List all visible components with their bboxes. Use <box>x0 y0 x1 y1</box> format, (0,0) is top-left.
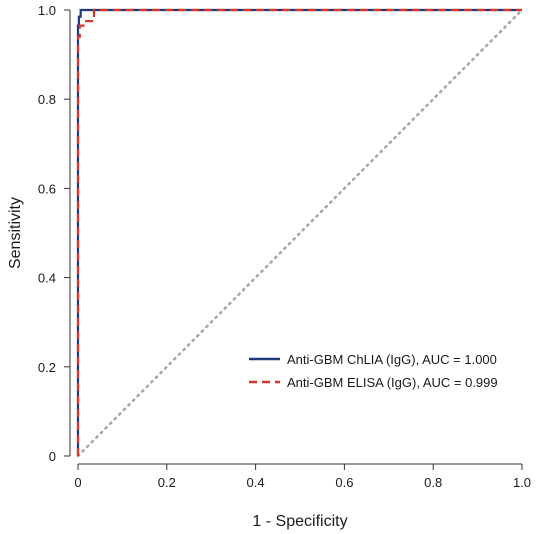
x-tick-label: 0 <box>74 475 81 490</box>
plot-area: 0 0.2 0.4 0.6 0.8 1.0 0 0.2 0.4 0.6 0.8 1.0 <box>38 3 531 490</box>
reference-diagonal-line <box>76 8 524 458</box>
series-line-2 <box>76 8 522 456</box>
x-tick-label: 0.4 <box>247 475 265 490</box>
x-tick-label: 0.6 <box>335 475 353 490</box>
y-tick-label: 0 <box>49 449 56 464</box>
y-axis-ticks: 0 0.2 0.4 0.6 0.8 1.0 <box>38 3 70 464</box>
y-tick-label: 0.4 <box>38 271 56 286</box>
y-tick-label: 0.6 <box>38 181 56 196</box>
legend-label-2: Anti-GBM ELISA (IgG), AUC = 0.999 <box>287 375 498 390</box>
y-tick-label: 0.8 <box>38 92 56 107</box>
series-group <box>76 8 522 456</box>
series-line-1 <box>76 8 522 456</box>
x-axis-title: 1 - Specificity <box>252 513 347 530</box>
x-tick-label: 1.0 <box>513 475 531 490</box>
x-tick-label: 0.8 <box>424 475 442 490</box>
y-tick-label: 1.0 <box>38 3 56 18</box>
y-tick-label: 0.2 <box>38 360 56 375</box>
legend-label-1: Anti-GBM ChLIA (IgG), AUC = 1.000 <box>287 352 497 367</box>
x-axis-ticks: 0 0.2 0.4 0.6 0.8 1.0 <box>74 464 531 490</box>
legend: Anti-GBM ChLIA (IgG), AUC = 1.000 Anti-GB… <box>249 352 498 390</box>
x-tick-label: 0.2 <box>158 475 176 490</box>
y-axis-title: Sensitivity <box>7 197 24 269</box>
